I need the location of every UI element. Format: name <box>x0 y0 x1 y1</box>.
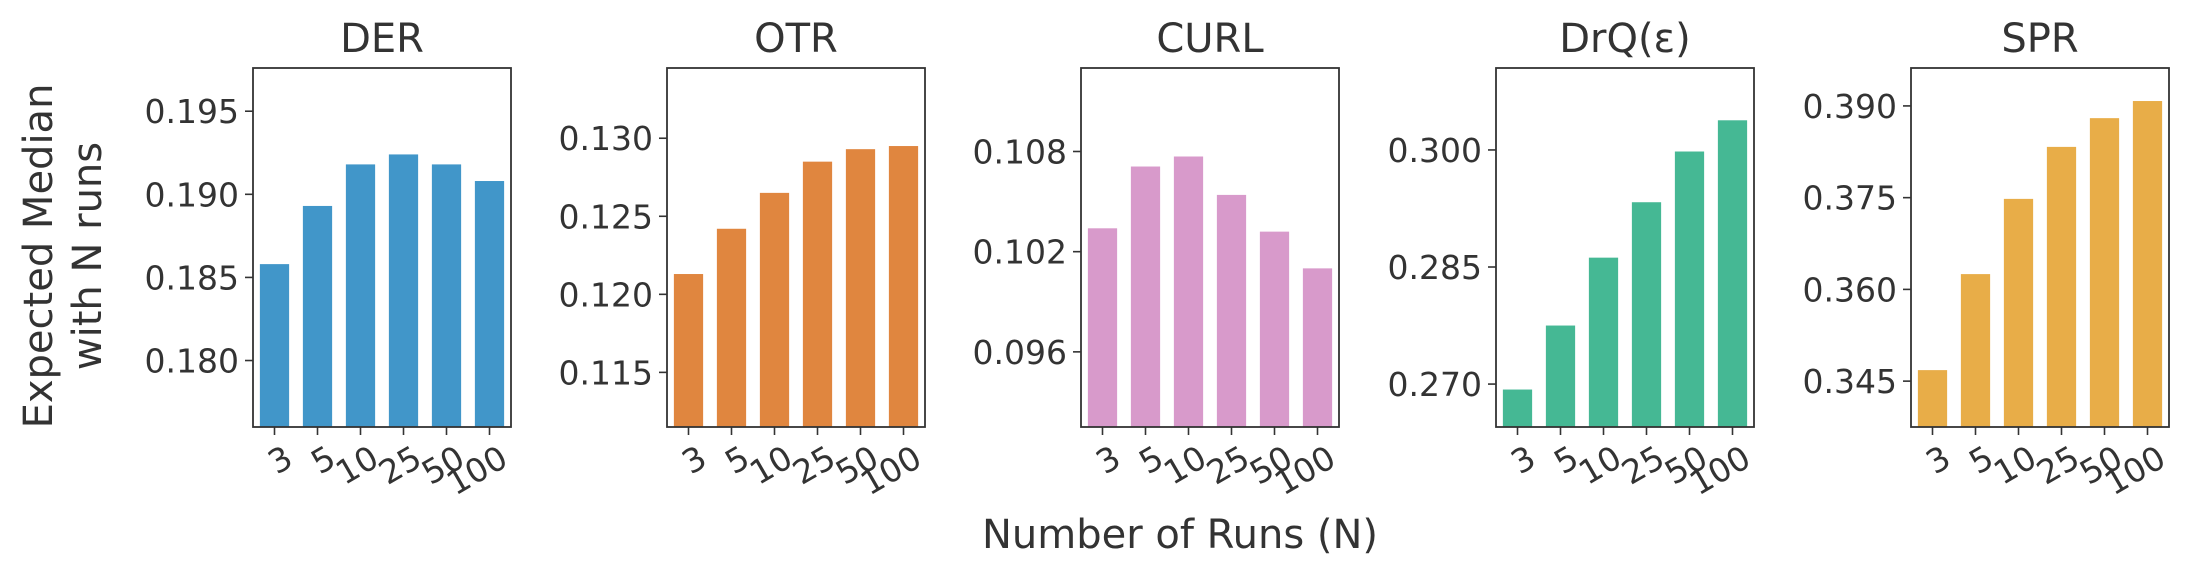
y-tick-label: 0.285 <box>1388 248 1482 287</box>
bar-5 <box>1545 325 1576 427</box>
bar-100 <box>1717 120 1748 427</box>
y-tick-label: 0.345 <box>1803 362 1897 401</box>
y-tick-label: 0.115 <box>559 353 653 392</box>
bar-5 <box>1960 274 1991 427</box>
axes-frame <box>1495 67 1755 428</box>
panel-title: OTR <box>754 16 838 62</box>
bar-5 <box>302 205 333 427</box>
bar-3 <box>259 264 290 427</box>
axes-frame <box>252 67 512 428</box>
y-tick-label: 0.195 <box>145 92 239 131</box>
y-tick-label: 0.360 <box>1803 270 1897 309</box>
bar-25 <box>1631 202 1662 427</box>
panel-title: SPR <box>2001 16 2078 62</box>
bar-25 <box>802 161 833 427</box>
y-tick-label: 0.180 <box>145 342 239 381</box>
axes-frame <box>1080 67 1340 428</box>
y-tick-label: 0.300 <box>1388 131 1482 170</box>
bar-25 <box>2046 146 2077 427</box>
panel-title: CURL <box>1156 16 1264 62</box>
bar-100 <box>888 146 919 428</box>
bar-50 <box>1259 231 1290 427</box>
bar-10 <box>2003 198 2034 427</box>
bar-5 <box>716 228 747 427</box>
bar-25 <box>1216 194 1247 427</box>
y-tick-label: 0.390 <box>1803 87 1897 126</box>
y-tick-label: 0.375 <box>1803 179 1897 218</box>
bar-3 <box>1087 228 1118 427</box>
bar-50 <box>845 149 876 428</box>
bar-100 <box>2132 101 2163 427</box>
panel-title: DrQ(ε) <box>1559 16 1691 62</box>
axes-frame <box>1910 67 2170 428</box>
bar-10 <box>345 164 376 427</box>
bar-3 <box>1502 389 1533 427</box>
bar-3 <box>673 274 704 427</box>
bar-3 <box>1917 370 1948 427</box>
y-tick-label: 0.096 <box>973 333 1067 372</box>
x-tick-label-3: 3 <box>1919 438 1957 482</box>
x-tick-label-3: 3 <box>1504 438 1542 482</box>
bar-100 <box>1302 268 1333 427</box>
y-tick-label: 0.102 <box>973 233 1067 272</box>
x-axis-label: Number of Runs (N) <box>982 512 1378 558</box>
bar-10 <box>759 192 790 427</box>
x-tick-label-3: 3 <box>1089 438 1127 482</box>
bar-25 <box>388 154 419 427</box>
y-tick-label: 0.125 <box>559 197 653 236</box>
bar-5 <box>1130 166 1161 427</box>
bar-100 <box>474 181 505 427</box>
bar-50 <box>2089 118 2120 428</box>
y-tick-label: 0.108 <box>973 132 1067 171</box>
x-tick-label-3: 3 <box>261 438 299 482</box>
y-tick-label: 0.185 <box>145 258 239 297</box>
bar-10 <box>1173 156 1204 427</box>
bar-50 <box>1674 151 1705 427</box>
y-tick-label: 0.130 <box>559 119 653 158</box>
y-axis-label-line-2: with N runs <box>65 142 111 370</box>
panel-title: DER <box>340 16 424 62</box>
x-tick-label-3: 3 <box>675 438 713 482</box>
y-tick-label: 0.270 <box>1388 365 1482 404</box>
y-axis-label-line-1: Expected Median <box>16 84 62 429</box>
bar-10 <box>1588 257 1619 427</box>
y-tick-label: 0.190 <box>145 175 239 214</box>
bar-50 <box>431 164 462 427</box>
axes-frame <box>666 67 926 428</box>
y-tick-label: 0.120 <box>559 275 653 314</box>
